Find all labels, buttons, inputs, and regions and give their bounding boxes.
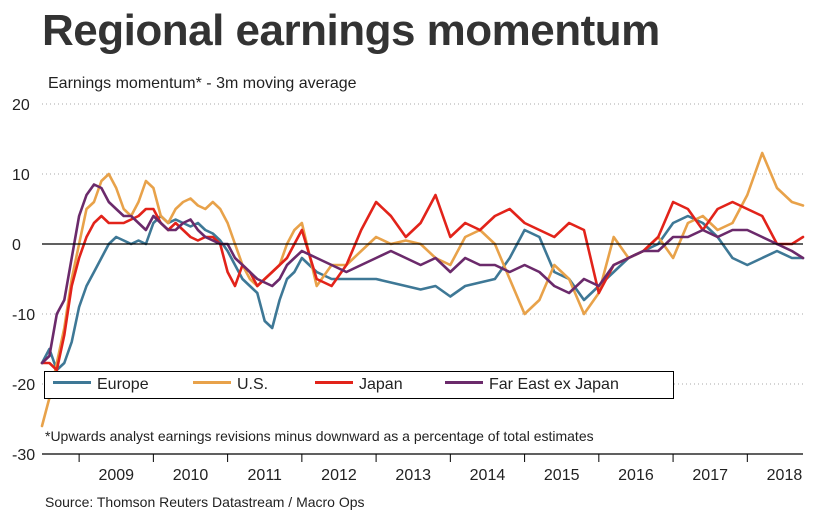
x-tick-label: 2015: [544, 467, 580, 484]
x-tick-label: 2014: [470, 467, 506, 484]
chart-title: Regional earnings momentum: [42, 6, 660, 55]
y-tick-label: 0: [12, 237, 21, 254]
series-line-europe: [40, 214, 805, 372]
legend: Europe U.S. Japan Far East ex Japan: [44, 371, 674, 399]
legend-item-europe: Europe: [53, 376, 149, 394]
x-tick-label: 2009: [98, 467, 134, 484]
footnote: *Upwards analyst earnings revisions minu…: [45, 428, 594, 444]
x-tick-label: 2013: [395, 467, 431, 484]
legend-swatch-fareast: [445, 381, 483, 385]
legend-swatch-japan: [315, 381, 353, 385]
y-tick-label: 10: [12, 167, 30, 184]
legend-item-fareast: Far East ex Japan: [445, 376, 619, 394]
source-note: Source: Thomson Reuters Datastream / Mac…: [45, 494, 365, 510]
legend-label-fareast: Far East ex Japan: [489, 376, 619, 393]
legend-item-japan: Japan: [315, 376, 403, 394]
y-tick-label: -10: [12, 307, 35, 324]
series-line-far-east-ex-japan: [40, 183, 805, 365]
x-tick-label: 2018: [767, 467, 803, 484]
y-tick-label: 20: [12, 97, 30, 114]
x-tick-label: 2012: [321, 467, 357, 484]
legend-label-us: U.S.: [237, 376, 269, 393]
x-tick-label: 2011: [248, 467, 283, 484]
chart-subtitle: Earnings momentum* - 3m moving average: [48, 75, 357, 92]
legend-item-us: U.S.: [193, 376, 268, 394]
legend-label-japan: Japan: [359, 376, 403, 393]
legend-label-europe: Europe: [97, 376, 149, 393]
legend-swatch-us: [193, 381, 231, 385]
x-tick-label: 2017: [692, 467, 728, 484]
y-tick-label: -30: [12, 447, 35, 464]
y-tick-label: -20: [12, 377, 35, 394]
x-tick-label: 2016: [618, 467, 654, 484]
x-tick-label: 2010: [173, 467, 209, 484]
series-lines: [40, 151, 805, 428]
legend-swatch-europe: [53, 381, 91, 385]
